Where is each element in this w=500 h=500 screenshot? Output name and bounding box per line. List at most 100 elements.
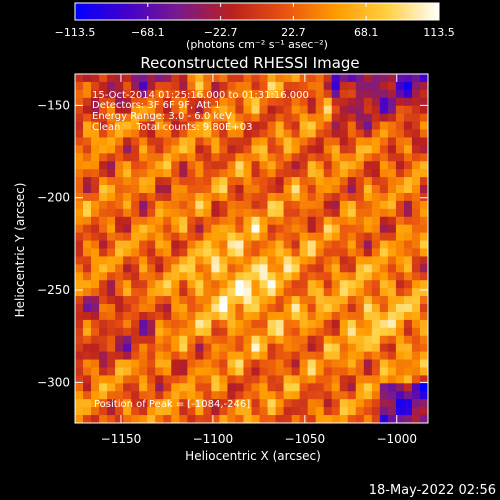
heatmap-cell <box>107 177 116 186</box>
colorbar-tick-label: −68.1 <box>131 26 165 39</box>
heatmap-cell <box>355 327 365 337</box>
heatmap-cell <box>307 391 317 400</box>
heatmap-cell <box>307 327 317 337</box>
heatmap-cell <box>371 264 381 273</box>
heatmap-cell <box>91 232 100 241</box>
heatmap-cell <box>259 161 268 170</box>
heatmap-cell <box>91 177 100 186</box>
heatmap-cell <box>395 169 405 178</box>
heatmap-cell <box>107 311 116 321</box>
heatmap-cell <box>363 391 373 400</box>
heatmap-cell <box>219 359 228 368</box>
heatmap-cell <box>211 81 220 91</box>
heatmap-cell <box>187 224 196 234</box>
heatmap-cell <box>123 407 132 416</box>
heatmap-cell <box>291 192 301 202</box>
heatmap-cell <box>347 129 357 138</box>
heatmap-cell <box>371 304 381 313</box>
heatmap-cell <box>123 113 132 122</box>
heatmap-cell <box>315 169 325 178</box>
heatmap-cell <box>123 383 132 392</box>
heatmap-cell <box>355 280 365 289</box>
heatmap-cell <box>171 105 180 115</box>
heatmap-cell <box>235 129 244 138</box>
heatmap-cell <box>187 383 196 392</box>
heatmap-cell <box>155 264 164 273</box>
heatmap-cell <box>259 105 268 115</box>
heatmap-cell <box>195 232 204 241</box>
heatmap-cell <box>147 137 156 146</box>
heatmap-cell <box>283 351 293 360</box>
heatmap-cell <box>139 415 148 423</box>
heatmap-cell <box>291 232 301 241</box>
heatmap-cell <box>227 74 236 83</box>
heatmap-cell <box>171 383 180 392</box>
heatmap-cell <box>323 74 333 83</box>
heatmap-cell <box>115 105 124 115</box>
heatmap-cell <box>387 240 397 249</box>
heatmap-cell <box>131 240 140 249</box>
heatmap-cell <box>219 177 228 186</box>
heatmap-cell <box>267 74 276 83</box>
heatmap-cell <box>371 391 381 400</box>
heatmap-cell <box>299 288 309 297</box>
heatmap-cell <box>219 383 228 392</box>
heatmap-cell <box>339 415 349 423</box>
heatmap-cell <box>299 240 309 249</box>
heatmap-cell <box>83 185 92 194</box>
heatmap-cell <box>323 81 333 91</box>
heatmap-cell <box>107 145 116 154</box>
heatmap-cell <box>355 407 365 416</box>
heatmap-cell <box>235 81 244 91</box>
heatmap-cell <box>323 296 333 305</box>
heatmap-cell <box>347 311 357 321</box>
heatmap-cell <box>323 145 333 154</box>
heatmap-cell <box>267 264 276 273</box>
heatmap-cell <box>107 415 116 423</box>
heatmap-cell <box>307 304 317 313</box>
heatmap-cell <box>371 415 381 423</box>
heatmap-cell <box>163 343 172 353</box>
heatmap-cell <box>315 359 325 368</box>
heatmap-cell <box>251 200 260 210</box>
x-axis-label: Heliocentric X (arcsec) <box>185 449 321 463</box>
heatmap-cell <box>83 192 92 202</box>
heatmap-cell <box>355 264 365 273</box>
heatmap-cell <box>395 296 405 305</box>
heatmap-cell <box>99 89 108 99</box>
heatmap-cell <box>195 256 204 265</box>
heatmap-cell <box>379 129 389 138</box>
heatmap-cell <box>163 145 172 154</box>
heatmap-cell <box>139 74 148 83</box>
heatmap-cell <box>283 319 293 329</box>
heatmap-cell <box>379 192 389 202</box>
heatmap-cell <box>211 145 220 154</box>
heatmap-cell <box>75 216 84 226</box>
heatmap-cell <box>163 335 172 345</box>
heatmap-cell <box>331 256 341 265</box>
heatmap-cell <box>235 375 244 384</box>
heatmap-cell <box>283 407 293 416</box>
heatmap-cell <box>139 391 148 400</box>
heatmap-cell <box>131 264 140 273</box>
heatmap-cell <box>251 192 260 202</box>
heatmap-cell <box>139 232 148 241</box>
heatmap-cell <box>379 232 389 241</box>
heatmap-cell <box>131 200 140 210</box>
heatmap-cell <box>235 105 244 115</box>
heatmap-cell <box>147 383 156 392</box>
heatmap-cell <box>347 272 357 281</box>
heatmap-cell <box>355 161 365 170</box>
heatmap-cell <box>307 232 317 241</box>
heatmap-cell <box>267 319 276 329</box>
heatmap-cell <box>323 319 333 329</box>
heatmap-cell <box>339 161 349 170</box>
heatmap-cell <box>411 288 421 297</box>
heatmap-cell <box>155 359 164 368</box>
heatmap-cell <box>363 97 373 107</box>
heatmap-cell <box>259 367 268 376</box>
heatmap-cell <box>115 89 124 99</box>
heatmap-cell <box>163 185 172 194</box>
heatmap-cell <box>419 153 428 162</box>
heatmap-cell <box>107 280 116 289</box>
